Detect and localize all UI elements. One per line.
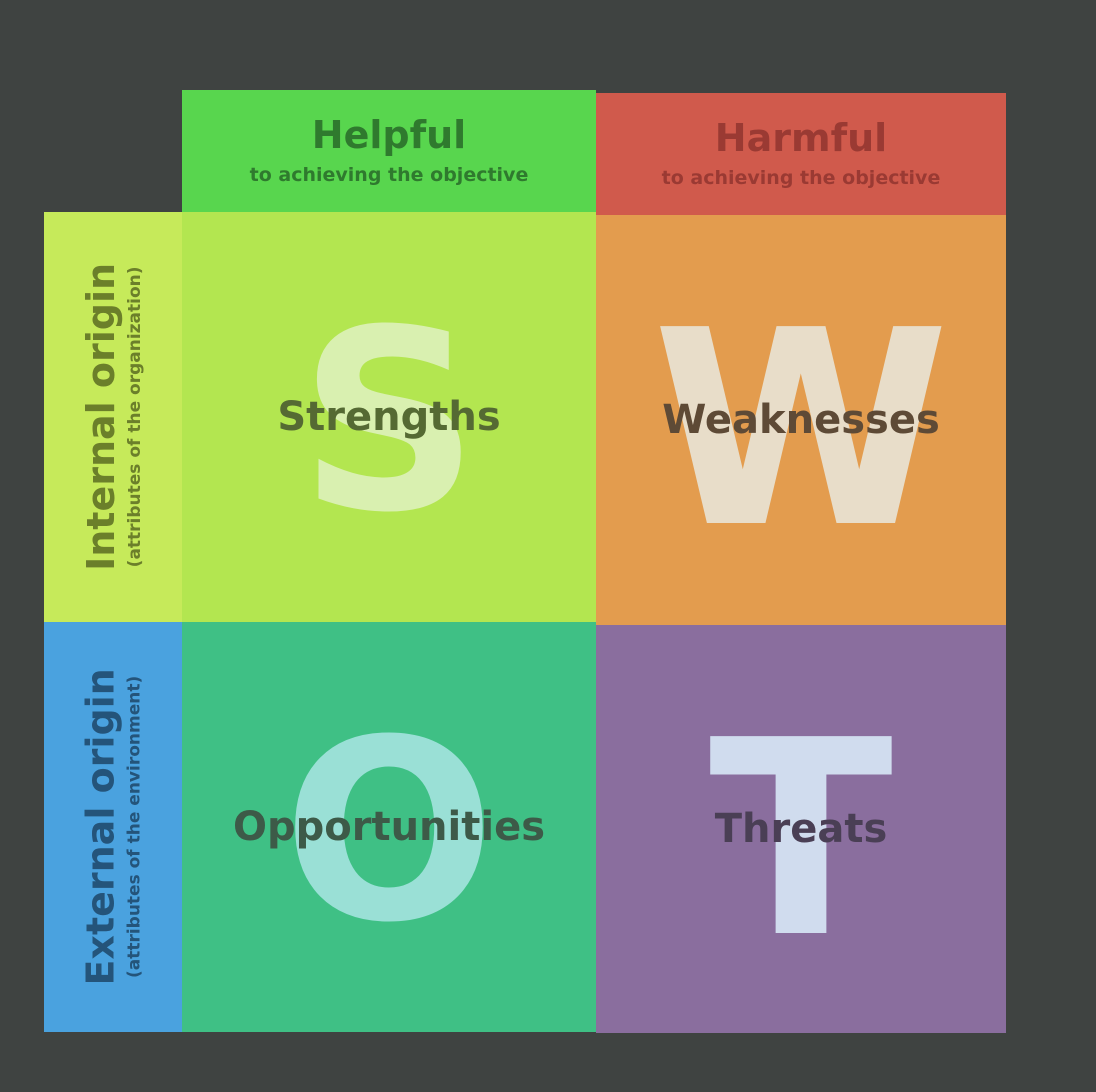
opportunities-label: Opportunities xyxy=(232,804,546,850)
harmful-subtitle: to achieving the objective xyxy=(661,166,941,189)
external-origin-header: External origin (attributes of the envir… xyxy=(44,622,182,1032)
helpful-subtitle: to achieving the objective xyxy=(249,163,529,186)
weaknesses-label: Weaknesses xyxy=(662,397,940,443)
internal-origin-title: Internal origin xyxy=(79,263,124,571)
opportunities-quadrant: O Opportunities xyxy=(182,622,596,1032)
strengths-quadrant: S Strengths xyxy=(182,212,596,622)
threats-quadrant: T Threats xyxy=(596,625,1006,1033)
external-origin-subtitle: (attributes of the environment) xyxy=(124,675,145,979)
external-origin-title: External origin xyxy=(79,668,124,986)
opportunities-letter: O xyxy=(282,686,496,977)
weaknesses-letter: W xyxy=(652,272,950,587)
internal-origin-header: Internal origin (attributes of the organ… xyxy=(44,212,182,622)
weaknesses-quadrant: W Weaknesses xyxy=(596,215,1006,625)
helpful-title: Helpful xyxy=(311,113,467,158)
threats-label: Threats xyxy=(714,806,888,852)
harmful-title: Harmful xyxy=(714,116,888,161)
internal-origin-subtitle: (attributes of the organization) xyxy=(124,266,145,568)
helpful-header: Helpful to achieving the objective xyxy=(182,90,596,212)
strengths-label: Strengths xyxy=(277,394,501,440)
threats-letter: T xyxy=(708,682,894,997)
strengths-letter: S xyxy=(298,276,480,567)
harmful-header: Harmful to achieving the objective xyxy=(596,93,1006,215)
